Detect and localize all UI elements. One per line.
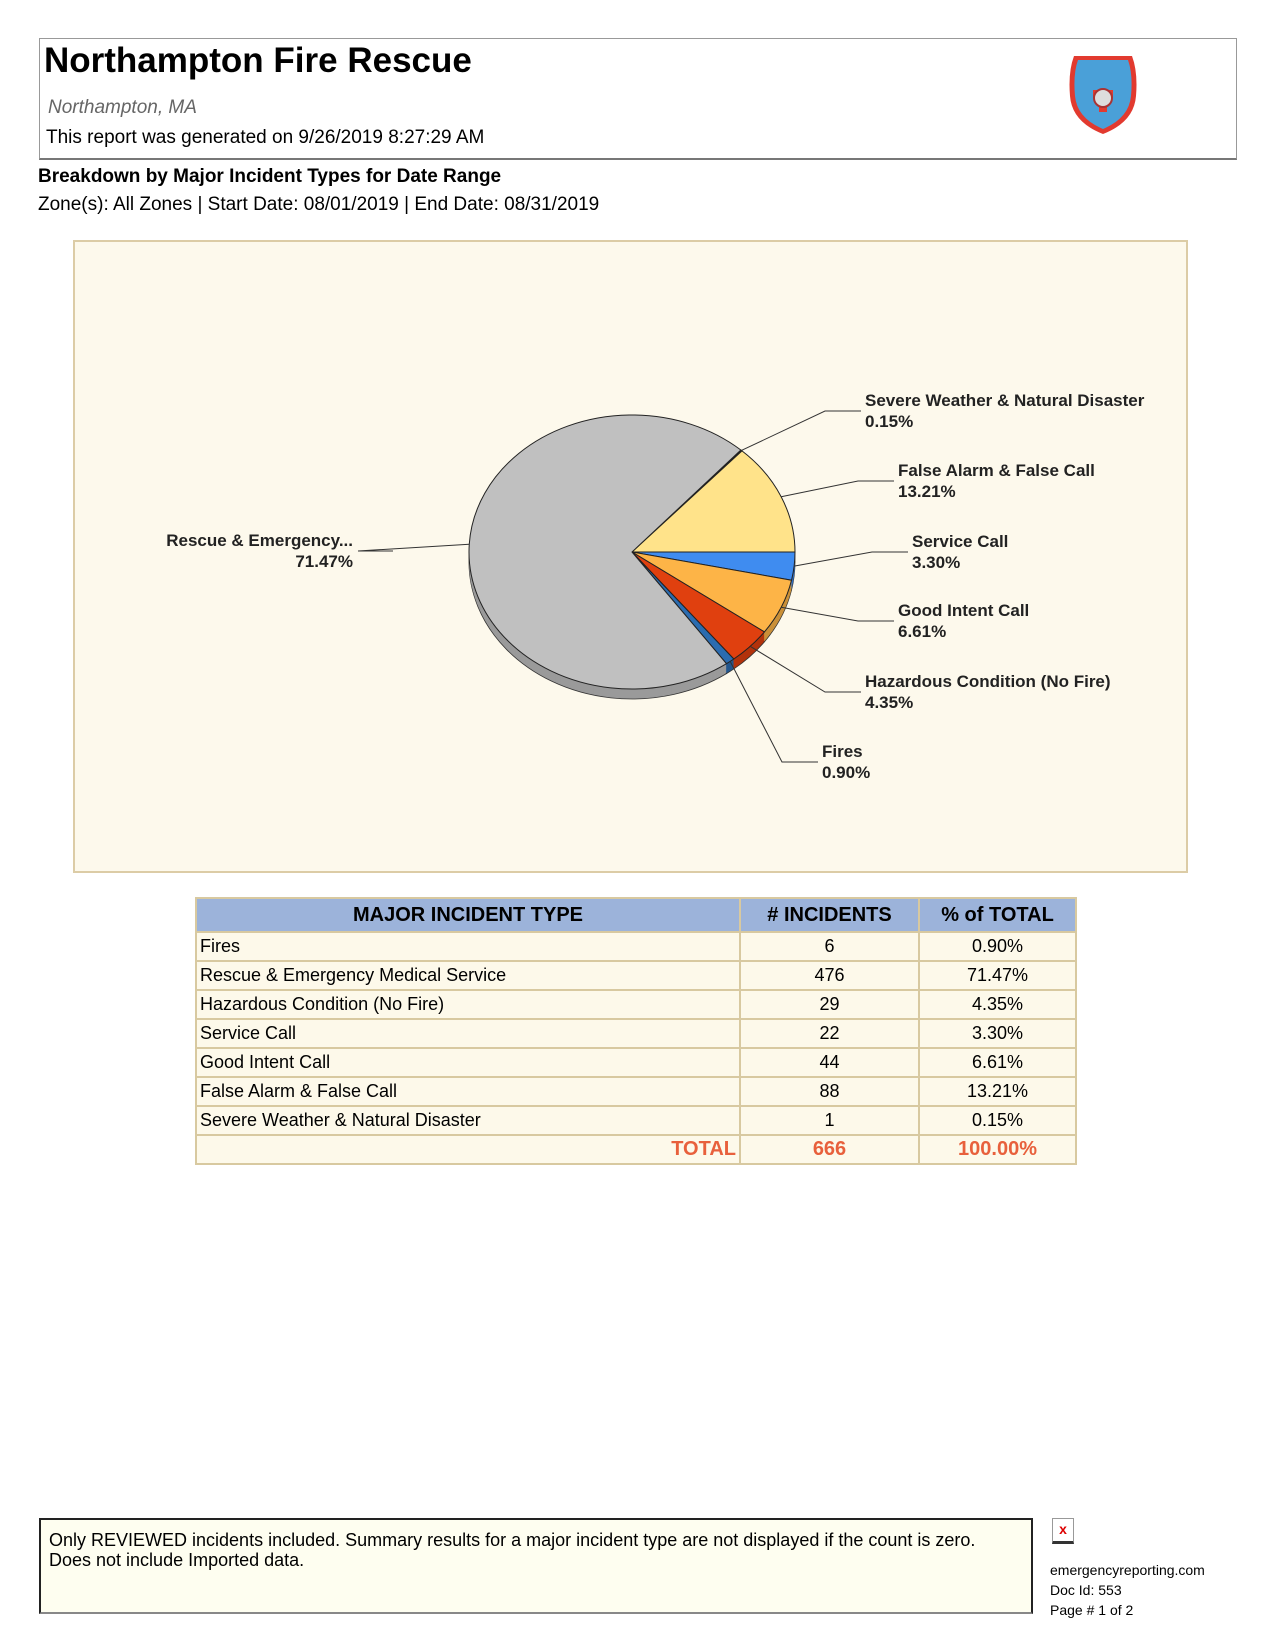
footer-meta: emergencyreporting.com Doc Id: 553 Page … (1050, 1560, 1205, 1620)
incident-percent: 71.47% (918, 960, 1077, 991)
slice-label: Fires (822, 742, 863, 761)
incident-percent: 0.15% (918, 1105, 1077, 1136)
leader-line (781, 606, 894, 622)
broken-image-icon: x (1052, 1518, 1074, 1544)
incident-percent: 4.35% (918, 989, 1077, 1020)
incident-count: 29 (739, 989, 920, 1020)
pie-slice (468, 414, 742, 690)
page-number: Page # 1 of 2 (1050, 1602, 1134, 1618)
report-title: Breakdown by Major Incident Types for Da… (38, 166, 502, 187)
incident-count: 476 (739, 960, 920, 991)
slice-percent: 4.35% (865, 693, 913, 712)
incident-type: Service Call (195, 1018, 741, 1049)
col-header-type: MAJOR INCIDENT TYPE (195, 897, 741, 933)
table-row: Fires 6 0.90% (195, 931, 1077, 962)
table-row: Severe Weather & Natural Disaster 1 0.15% (195, 1105, 1077, 1136)
table-row: Hazardous Condition (No Fire) 29 4.35% (195, 989, 1077, 1020)
slice-percent: 13.21% (898, 482, 956, 501)
leader-line (729, 661, 818, 763)
table-row: Rescue & Emergency Medical Service 476 71.… (195, 960, 1077, 991)
incident-table: MAJOR INCIDENT TYPE # INCIDENTS % of TOT… (195, 897, 1077, 1165)
incident-count: 44 (739, 1047, 920, 1078)
leader-line (357, 543, 470, 552)
doc-id: Doc Id: 553 (1050, 1582, 1122, 1598)
col-header-percent: % of TOTAL (918, 897, 1077, 933)
slice-label: Service Call (912, 532, 1008, 551)
incident-type: Good Intent Call (195, 1047, 741, 1078)
incident-type: Fires (195, 931, 741, 962)
incident-percent: 6.61% (918, 1047, 1077, 1078)
footer-note-line-1: Only REVIEWED incidents included. Summar… (49, 1530, 976, 1550)
footer-note-line-2: Does not include Imported data. (49, 1550, 305, 1570)
table-row: Good Intent Call 44 6.61% (195, 1047, 1077, 1078)
total-count: 666 (739, 1134, 920, 1165)
incident-type: Rescue & Emergency Medical Service (195, 960, 741, 991)
total-label: TOTAL (195, 1134, 741, 1165)
slice-percent: 3.30% (912, 553, 960, 572)
incident-type: False Alarm & False Call (195, 1076, 741, 1107)
slice-label: Hazardous Condition (No Fire) (865, 672, 1111, 691)
incident-percent: 0.90% (918, 931, 1077, 962)
incident-type: Severe Weather & Natural Disaster (195, 1105, 741, 1136)
report-filters: Zone(s): All Zones | Start Date: 08/01/2… (38, 194, 600, 215)
slice-percent: 0.90% (822, 763, 870, 782)
incident-percent: 3.30% (918, 1018, 1077, 1049)
incident-percent: 13.21% (918, 1076, 1077, 1107)
department-location: Northampton, MA (48, 97, 197, 118)
slice-percent: 71.47% (295, 552, 353, 571)
total-row: TOTAL 666 100.00% (195, 1134, 1077, 1165)
department-title: Northampton Fire Rescue (44, 41, 472, 80)
slice-percent: 0.15% (865, 412, 913, 431)
slice-label: Severe Weather & Natural Disaster (865, 391, 1145, 410)
pie-chart: Severe Weather & Natural Disaster 0.15% Fa… (73, 240, 1188, 873)
department-logo (1069, 56, 1137, 134)
total-percent: 100.00% (918, 1134, 1077, 1165)
incident-count: 88 (739, 1076, 920, 1107)
leader-line (781, 480, 894, 498)
leader-line (794, 551, 908, 567)
footer-note: Only REVIEWED incidents included. Summar… (39, 1518, 1033, 1614)
col-header-incidents: # INCIDENTS (739, 897, 920, 933)
report-header: Northampton Fire Rescue Northampton, MA … (39, 38, 1237, 160)
leader-line (741, 410, 861, 451)
table-row: False Alarm & False Call 88 13.21% (195, 1076, 1077, 1107)
slice-label: False Alarm & False Call (898, 461, 1095, 480)
table-row: Service Call 22 3.30% (195, 1018, 1077, 1049)
pie-slice (630, 450, 796, 553)
incident-count: 1 (739, 1105, 920, 1136)
incident-count: 22 (739, 1018, 920, 1049)
slice-percent: 6.61% (898, 622, 946, 641)
table-header-row: MAJOR INCIDENT TYPE # INCIDENTS % of TOT… (195, 897, 1077, 933)
slice-label: Rescue & Emergency... (166, 531, 353, 550)
slice-label: Good Intent Call (898, 601, 1029, 620)
incident-count: 6 (739, 931, 920, 962)
generated-timestamp: This report was generated on 9/26/2019 8… (46, 127, 485, 148)
site-name: emergencyreporting.com (1050, 1562, 1205, 1578)
incident-type: Hazardous Condition (No Fire) (195, 989, 741, 1020)
pie-chart-svg: Severe Weather & Natural Disaster 0.15% Fa… (166, 391, 1145, 782)
leader-line (749, 645, 861, 693)
